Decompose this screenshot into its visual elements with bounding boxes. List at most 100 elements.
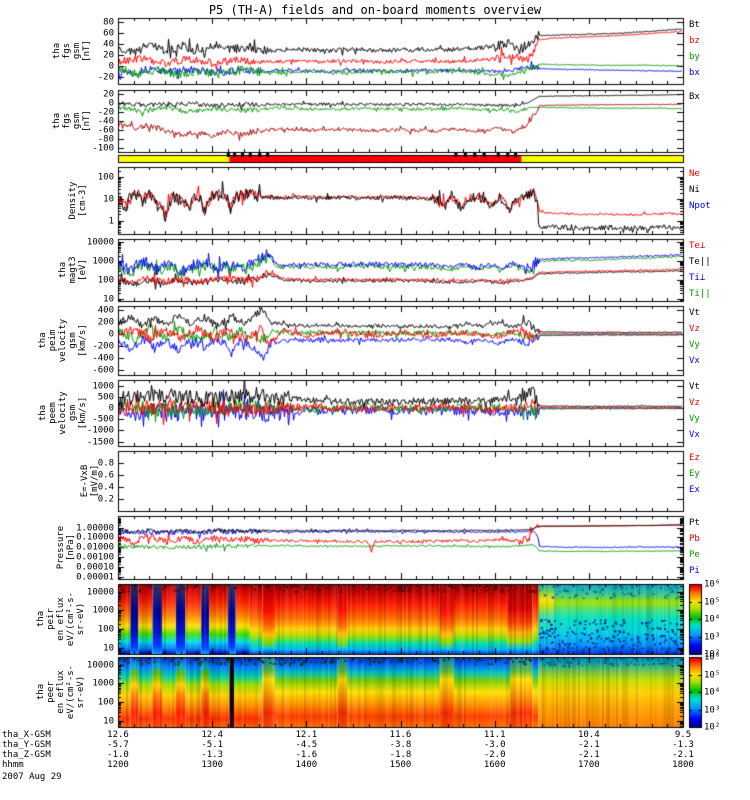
x-tick-label: -1.8 [389,750,412,760]
colorbar-tick-label: 10⁵ [704,670,721,680]
y-tick-label: 0 [108,98,114,108]
y-tick-label: 20 [103,89,114,99]
y-tick-label: -1000 [86,425,114,435]
y-tick-label: 0.00010 [76,562,114,572]
y-tick-label: 10 [103,194,114,204]
y-tick-label: 80 [103,17,114,27]
colorbar-tick-label: 10⁴ [704,687,721,697]
series-label-Vt: Vt [689,382,700,392]
series-label-Pb: Pb [689,534,700,544]
y-tick-label: 0.2 [97,494,114,504]
series-label-Vy: Vy [689,340,700,350]
series-label-Bt: Bt [689,20,700,30]
y-tick-label: -40 [97,116,114,126]
series-label-Vz: Vz [689,398,700,408]
x-tick-label: 1500 [389,760,412,770]
series-label-Ti⊥: Ti⊥ [689,273,706,283]
x-tick-label: -2.1 [577,750,600,760]
series-label-Pi: Pi [689,566,700,576]
y-tick-label: 0.4 [97,482,114,492]
y-tick-label: 0.6 [97,470,114,480]
y-tick-label: -100 [92,143,114,153]
x-tick-label: -1.3 [201,750,223,760]
colorbar-tick-label: 10⁴ [704,614,721,624]
y-tick-label: 0.00100 [76,552,114,562]
y-tick-label: 60 [103,28,114,38]
x-tick-label: -1.3 [672,740,694,750]
series-label-Bx: Bx [689,92,700,102]
y-tick-label: 100 [97,275,114,285]
series-label-Pt: Pt [689,518,700,528]
series-label-Vx: Vx [689,356,700,366]
x-tick-label: 1800 [672,760,694,770]
y-tick-label: 1000 [92,678,114,688]
y-tick-label: -400 [92,353,114,363]
y-tick-label: 10 [103,643,114,653]
y-tick-label: 0 [108,61,114,71]
y-tick-label: 20 [103,50,114,60]
y-tick-label: 1000 [92,256,114,266]
x-tick-label: 11.6 [389,730,412,740]
series-label-Ey: Ey [689,469,700,479]
series-label-Pe: Pe [689,550,700,560]
colorbar-tick-label: 10² [704,722,721,732]
series-label-Te||: Te|| [689,257,711,267]
y-tick-label: 500 [97,392,114,402]
y-tick-label: -500 [92,414,114,424]
y-tick-label: 0 [108,403,114,413]
date-label: 2007 Aug 29 [2,772,62,782]
series-label-Vy: Vy [689,414,700,424]
panel-ylabel-temperature: tha magt3 [eV] [58,256,88,284]
y-tick-label: 0.01000 [76,542,114,552]
series-label-by: by [689,52,700,62]
panel-ylabel-efield: E=-VxB [mV/m] [80,464,100,498]
x-tick-label: -2.1 [577,740,600,750]
y-tick-label: 10000 [86,237,114,247]
y-tick-label: 0.10000 [76,532,114,542]
x-tick-label: 1400 [295,760,318,770]
y-tick-label: 100 [97,697,114,707]
colorbar-tick-label: 10⁵ [704,597,721,607]
panel-ylabel-fgs_lower: tha fgs gsm [nT] [52,110,92,132]
panel-ylabel-density: Density [cm-3] [68,181,88,220]
series-label-Npot: Npot [689,201,711,211]
bottom-row-caption: hhmm [2,760,24,770]
series-label-Ex: Ex [689,485,700,495]
y-tick-label: 10000 [86,660,114,670]
x-tick-label: 11.1 [483,730,506,740]
panel-ylabel-vel_ion: tha peim velocity gsm [km/s] [38,318,88,363]
y-tick-label: 1 [108,216,114,226]
bottom-row-caption: tha_X-GSM [2,730,51,740]
y-tick-label: 100 [97,172,114,182]
y-tick-label: 0 [108,329,114,339]
y-tick-label: 100 [97,624,114,634]
x-tick-label: 1600 [483,760,506,770]
y-tick-label: -20 [97,72,114,82]
series-label-Ni: Ni [689,185,700,195]
x-tick-label: -3.0 [483,740,506,750]
y-tick-label: 10 [103,294,114,304]
colorbar-tick-label: 10⁶ [704,579,721,589]
x-tick-label: -2.1 [672,750,694,760]
y-tick-label: 1.00000 [76,523,114,533]
x-tick-label: -4.5 [295,740,318,750]
panel-ylabel-fgs_upper: tha fgs gsm [nT] [52,40,92,62]
y-tick-label: -20 [97,107,114,117]
x-tick-label: 1300 [201,760,223,770]
series-label-Ez: Ez [689,453,700,463]
y-tick-label: 0.8 [97,458,114,468]
colorbar-tick-label: 10³ [704,632,721,642]
series-label-Ne: Ne [689,169,700,179]
series-label-Vz: Vz [689,324,700,334]
x-tick-label: 12.1 [295,730,318,740]
y-tick-label: 0.00001 [76,572,114,582]
series-label-Vx: Vx [689,430,700,440]
x-tick-label: -3.8 [389,740,412,750]
series-label-bz: bz [689,36,700,46]
plot-title: P5 (TH-A) fields and on-board moments ov… [208,3,542,17]
x-tick-label: 9.5 [674,730,692,740]
y-tick-label: -600 [92,365,114,375]
